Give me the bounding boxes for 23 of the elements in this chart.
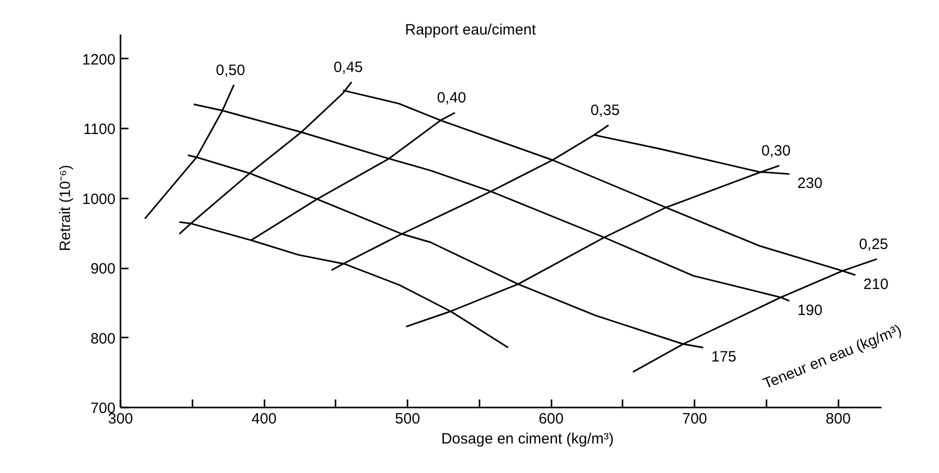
series-label: 175: [711, 348, 736, 366]
x-axis-title: Dosage en ciment (kg/m³): [441, 430, 614, 448]
series-label: 0,35: [590, 102, 620, 120]
annotation: Rapport eau/ciment: [404, 21, 537, 38]
y-tick-label: 800: [90, 330, 116, 348]
series-label: 0,25: [858, 236, 888, 254]
series-label: 0,40: [436, 90, 466, 107]
x-tick-label: 600: [538, 410, 564, 428]
series-label: 230: [797, 175, 822, 192]
y-axis-title: Retrait (10⁻⁶): [57, 164, 74, 252]
series-label: 190: [797, 302, 822, 319]
x-tick-label: 400: [252, 410, 277, 428]
series-label: 0,30: [761, 142, 791, 160]
y-tick-label: 1200: [82, 52, 116, 68]
y-tick-label: 1000: [82, 190, 116, 208]
y-tick-label: 1100: [83, 121, 116, 138]
x-tick-label: 500: [395, 410, 420, 428]
x-tick-label: 800: [826, 410, 851, 428]
series-label: 210: [863, 276, 888, 294]
x-tick-label: 700: [682, 410, 708, 428]
series-label: 0,50: [216, 62, 246, 79]
series-label: 0,45: [334, 59, 363, 76]
y-tick-label: 900: [90, 260, 116, 278]
